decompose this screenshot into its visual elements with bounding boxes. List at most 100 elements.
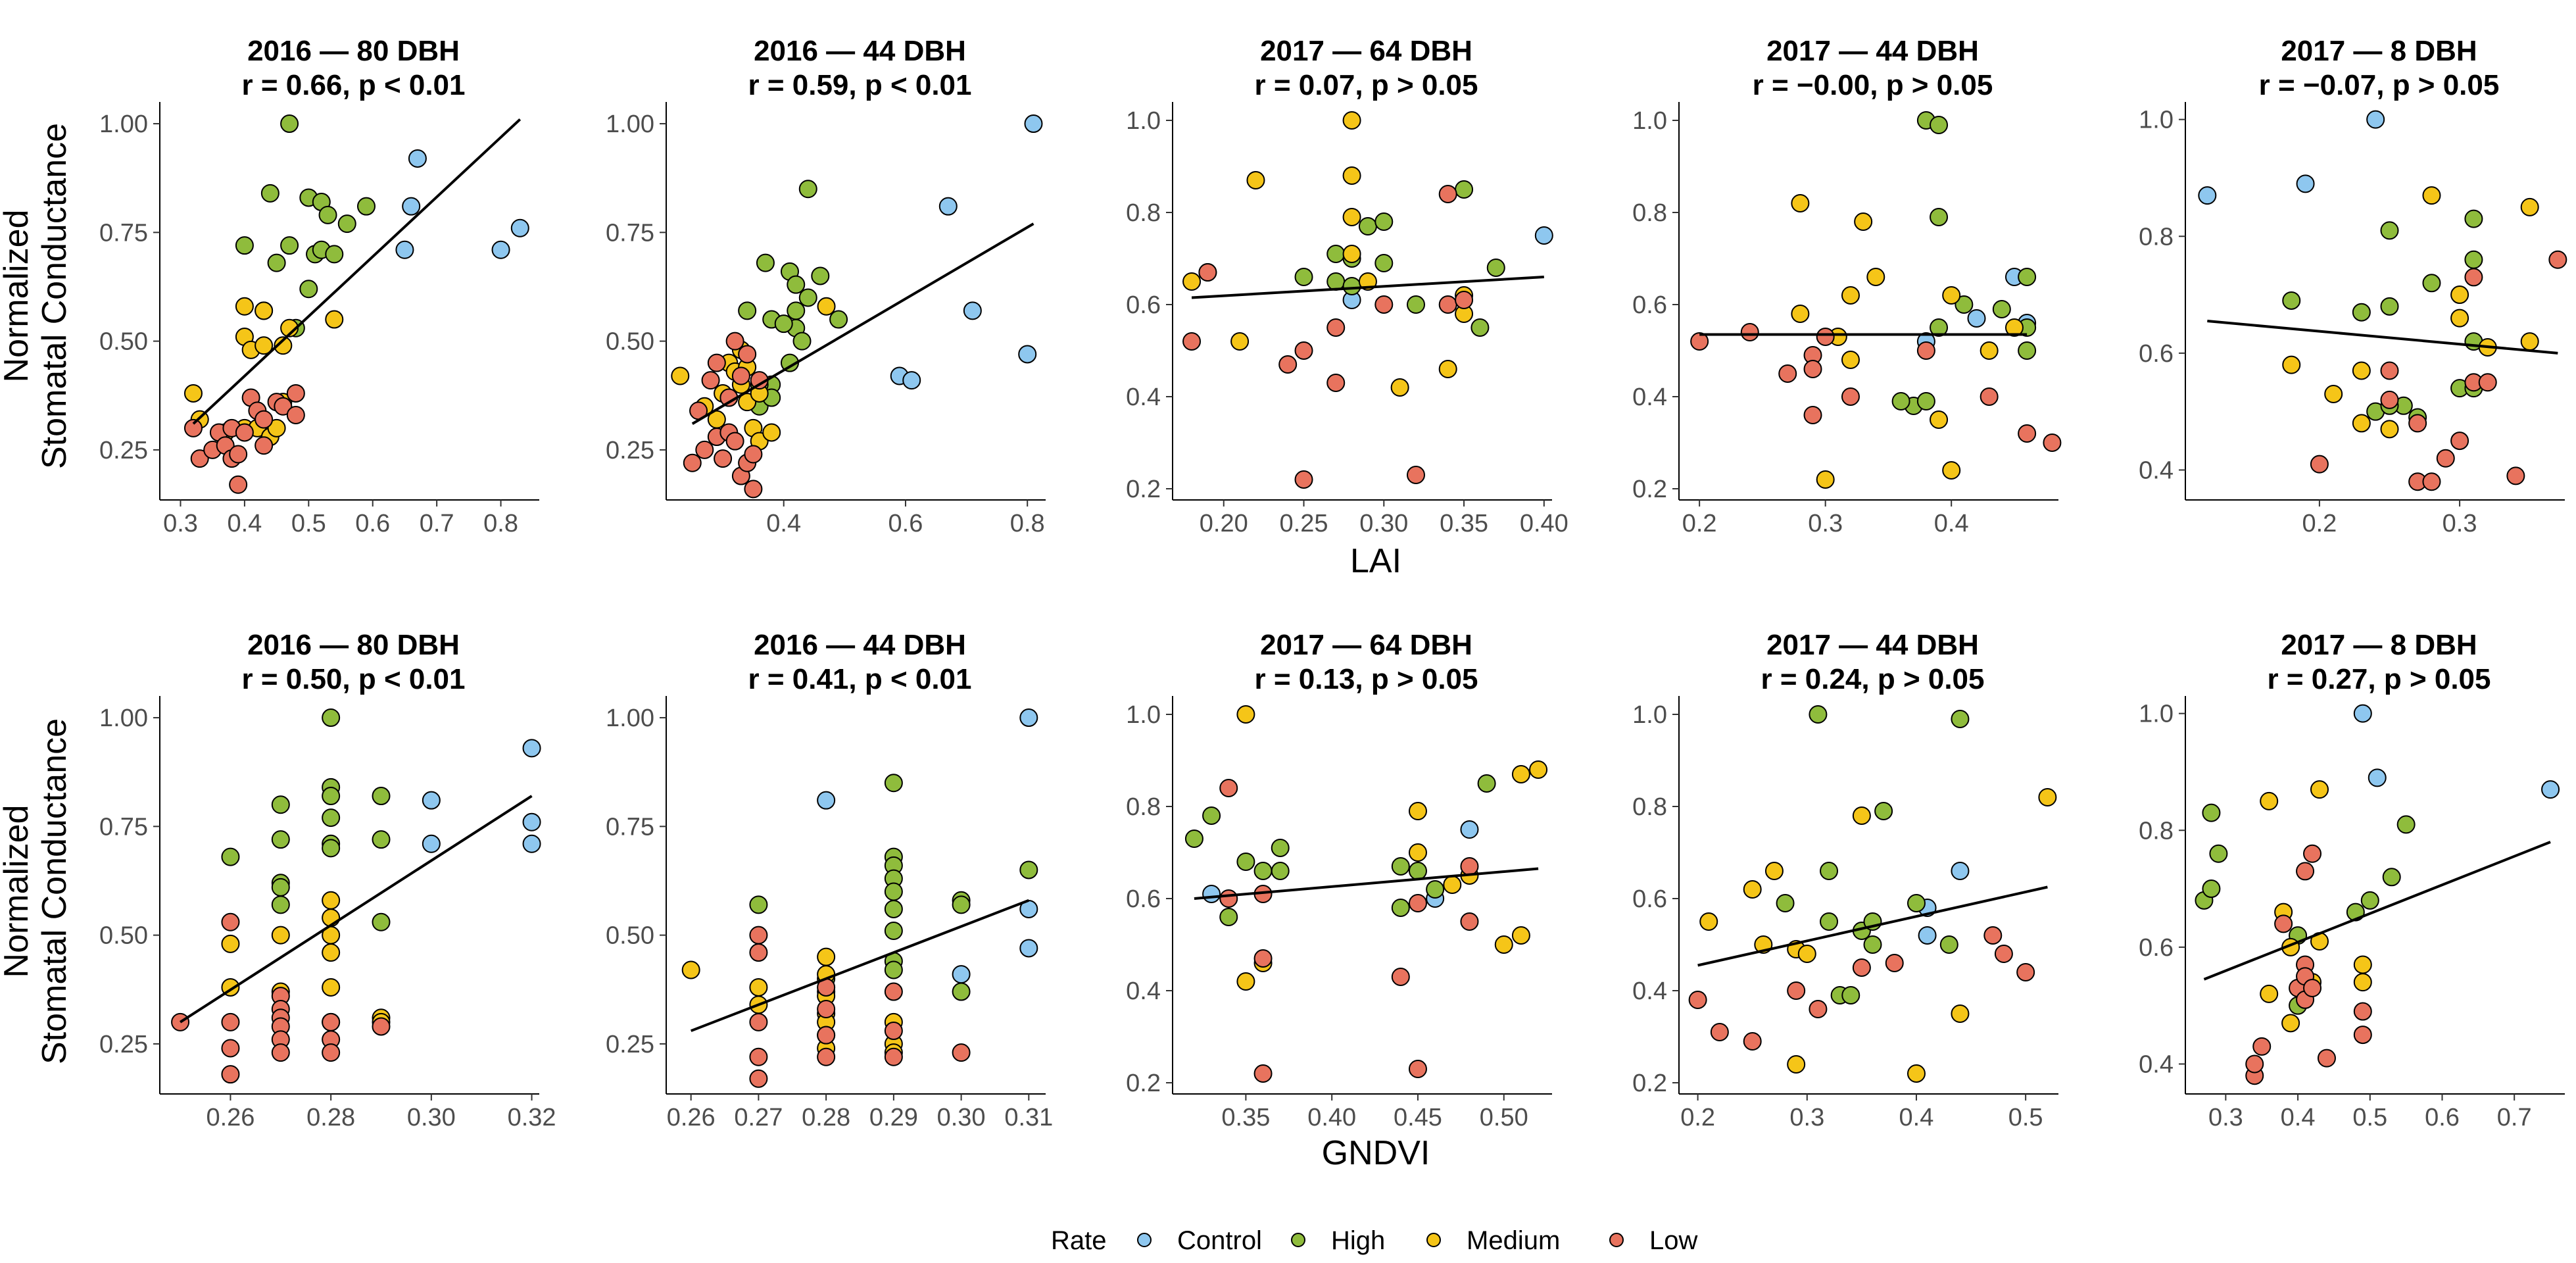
panel-r0c0-point-medium [325, 310, 344, 329]
panel-r1c3-y-tick-label: 0.2 [1632, 1070, 1667, 1097]
panel-r0c3-point-medium [1791, 194, 1810, 212]
panel-r0c2-point-high [1326, 245, 1346, 263]
panel-r1c1-point-high [952, 895, 971, 914]
panel-r1c2-point-low [1408, 1060, 1427, 1078]
panel-r0c0-point-low [229, 445, 248, 464]
legend: Rate Control High Medium Low [1051, 1226, 1697, 1255]
panel-r0c1-point-low [731, 366, 750, 385]
panel-r1c2-x-tick-label: 0.45 [1394, 1104, 1442, 1131]
panel-r1c1-point-low [749, 1012, 768, 1031]
x-axis-label-bottom: GNDVI [1322, 1134, 1430, 1172]
panel-r0c3-point-medium [1816, 470, 1835, 489]
panel-r1c4-point-low [2353, 1002, 2372, 1021]
panel-r1c2-point-control [1460, 820, 1479, 839]
panel-r1c3-point-medium [1852, 806, 1871, 825]
panel-r1c1-point-low [884, 982, 903, 1001]
panel-r0c3-point-high [1916, 392, 1935, 410]
panel-r0c0-point-control [402, 197, 421, 216]
panel-r1c3-point-high [1809, 705, 1828, 724]
panel-r0c4-point-high [2380, 297, 2399, 316]
panel-r0c0-point-low [190, 449, 209, 468]
panel-r1c1-y-tick-label: 0.25 [606, 1031, 654, 1058]
panel-r1c0-point-high [271, 830, 290, 849]
panel-r0c3-point-medium [2005, 318, 2024, 337]
panel-r1c3-point-high [1939, 935, 1958, 954]
panel-r1c1-x-tick-label: 0.30 [937, 1104, 986, 1131]
panel-r1c0-point-high [372, 912, 391, 931]
panel-r1c4-point-low [2245, 1054, 2264, 1074]
panel-r0c0-point-low [274, 397, 293, 416]
panel-r0c0-point-low [183, 418, 203, 437]
panel-r0c0-x-tick-label: 0.7 [420, 510, 454, 537]
panel-r0c2-x-tick-label: 0.40 [1520, 510, 1568, 537]
panel-r0c2-point-low [1198, 263, 1217, 282]
panel-r0c0-y-tick-label: 1.00 [99, 111, 148, 138]
panel-r0c1-point-control [1018, 345, 1037, 364]
panel-r1c3-y-tick-label: 0.8 [1632, 793, 1667, 821]
panel-r0c3-point-low [1816, 328, 1835, 346]
panel-r0c2-point-low [1438, 295, 1457, 314]
panel-r1c4-x-tick-label: 0.4 [2281, 1104, 2316, 1131]
panel-r1c4-point-high [2202, 803, 2221, 822]
panel-r1c2-x-tick-label: 0.35 [1221, 1104, 1270, 1131]
panel-r1c4-point-high [2202, 879, 2221, 899]
panel-r1c1-point-low [884, 1022, 903, 1041]
panel-r1c2-point-high [1219, 908, 1238, 926]
panel-r0c4-x-tick-label: 0.2 [2302, 510, 2337, 537]
panel-r1c2-point-medium [1443, 876, 1462, 894]
panel-r1c2-point-high [1426, 880, 1445, 899]
panel-r0c0-title-line2: r = 0.66, p < 0.01 [241, 69, 465, 101]
panel-r1c1-x-tick-label: 0.31 [1004, 1104, 1053, 1131]
panel-r1c0-y-tick-label: 0.50 [99, 922, 148, 950]
panel-r0c2-title-line2: r = 0.07, p > 0.05 [1254, 69, 1478, 101]
panel-r1c2-point-medium [1529, 760, 1548, 779]
panel-r1c0-point-low [221, 912, 240, 931]
panel-r0c2-point-high [1406, 295, 1425, 314]
legend-label-medium: Medium [1467, 1226, 1560, 1255]
panel-r0c3-point-high [1930, 318, 1949, 337]
panel-r0c3-point-low [1690, 332, 1709, 351]
panel-r1c1-point-control [1019, 708, 1038, 728]
panel-r0c2-point-control [1534, 226, 1553, 245]
panel-r1c0-point-control [422, 834, 441, 853]
panel-r0c3-point-low [1916, 341, 1935, 360]
panel-r0c4-point-low [2478, 373, 2497, 392]
panel-r0c3-point-low [1803, 360, 1822, 378]
panel-r1c3-point-low [1983, 926, 2003, 945]
panel-r1c3-point-low [1743, 1032, 1762, 1051]
panel-r0c4-point-high [2422, 274, 2441, 293]
panel-r1c2-point-high [1253, 862, 1273, 880]
panel-r0c0-point-high [267, 253, 286, 272]
panel-r0c4-point-medium [2450, 285, 2469, 305]
panel-r0c0-point-medium [235, 297, 254, 316]
panel-r1c1-point-low [817, 1000, 836, 1018]
panel-r0c2-point-high [1486, 259, 1505, 277]
panel-r1c0-point-low [271, 1043, 290, 1062]
panel-r1c4-trend-line [2203, 841, 2551, 981]
panel-r1c3-point-medium [1764, 862, 1784, 880]
panel-r0c4-point-low [2450, 432, 2469, 451]
panel-r1c0-point-low [322, 1043, 341, 1062]
panel-r0c1-point-high [738, 301, 757, 320]
panel-r0c2-x-tick-label: 0.30 [1359, 510, 1408, 537]
panel-r0c2-point-low [1182, 332, 1202, 351]
panel-r1c2-y-tick-label: 1.0 [1126, 701, 1161, 729]
panel-r0c0-x-tick-label: 0.3 [163, 510, 198, 537]
panel-r0c0-point-control [408, 149, 427, 168]
panel-r1c3-point-low [1885, 954, 1904, 972]
panel-r1c0-point-high [372, 830, 391, 849]
panel-r1c1-point-control [1019, 939, 1038, 958]
panel-r0c3-title-line1: 2017 — 44 DBH [1766, 35, 1979, 67]
y-axis-label-bottom-line2: Stomatal Conductance [36, 718, 74, 1064]
panel-r1c0-trend-line [180, 795, 533, 1024]
panel-r1c4-y-tick-label: 1.0 [2139, 701, 2174, 728]
panel-r1c4-point-low [2274, 914, 2293, 933]
panel-r1c2-point-high [1477, 774, 1496, 793]
panel-r0c3-x-tick-label: 0.2 [1682, 510, 1717, 537]
panel-r0c1-point-high [787, 301, 806, 320]
panel-r0c0-point-medium [255, 336, 274, 355]
panel-r1c4-point-low [2296, 862, 2315, 881]
panel-r1c1-point-low [884, 1047, 903, 1066]
